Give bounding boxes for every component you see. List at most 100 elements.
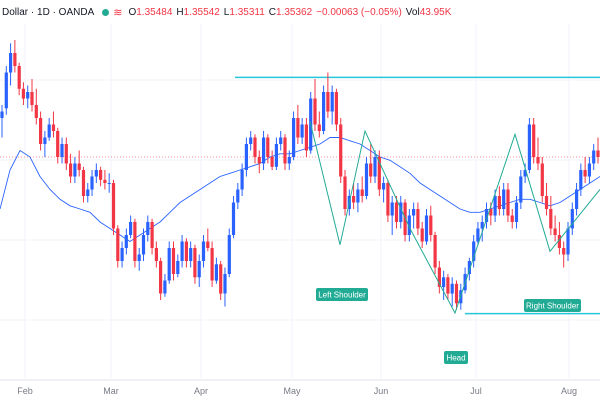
head-and-shoulders-pattern-line — [309, 121, 600, 315]
candle — [21, 82, 25, 105]
candle-body — [334, 92, 338, 125]
candle-body — [416, 209, 420, 229]
x-tick-mar: Mar — [103, 386, 119, 396]
candle-body — [562, 248, 566, 255]
candle-body — [437, 267, 441, 287]
market-open-dot-icon — [102, 8, 110, 16]
candle — [317, 111, 321, 138]
candle-body — [176, 261, 180, 274]
open-label: O — [128, 6, 137, 18]
close-label: C — [268, 6, 276, 18]
candle-body — [184, 241, 188, 261]
candle-body — [167, 248, 171, 281]
candle-body — [231, 202, 236, 235]
candle-body — [219, 264, 223, 294]
candle — [437, 261, 441, 294]
candle — [47, 118, 51, 141]
candle — [201, 235, 206, 268]
high-value: 1.35542 — [183, 6, 220, 18]
candle-body — [446, 277, 450, 294]
candle-body — [536, 157, 540, 164]
candle — [429, 205, 433, 242]
candle — [214, 257, 218, 284]
candle — [197, 254, 201, 287]
candle — [219, 261, 223, 300]
candle — [120, 241, 124, 268]
candle-body — [133, 222, 137, 261]
candle — [360, 176, 364, 203]
candle-body — [300, 124, 304, 138]
candle — [43, 131, 47, 157]
candle-body — [557, 235, 561, 248]
candle-body — [489, 209, 493, 216]
candle — [51, 111, 56, 138]
candle-body — [424, 215, 429, 242]
candle-body — [596, 150, 600, 157]
candle-body — [433, 235, 437, 268]
candle-body — [472, 241, 476, 261]
candle-body — [51, 124, 56, 131]
candle-body — [0, 111, 4, 118]
candle-body — [566, 228, 570, 255]
candle — [356, 183, 360, 213]
candle — [596, 137, 600, 164]
candle — [506, 183, 510, 222]
candle — [322, 85, 326, 135]
candle-body — [171, 248, 176, 274]
candle — [159, 257, 163, 300]
candle — [146, 215, 150, 242]
candle-body — [90, 176, 94, 190]
candle-body — [47, 124, 51, 138]
annotations: Left Shoulder Head Right Shoulder — [316, 288, 581, 364]
wave-icon: ≋ — [113, 6, 123, 19]
candle-body — [30, 92, 34, 105]
candle-body — [69, 163, 73, 177]
candle — [562, 241, 566, 268]
candle — [446, 274, 450, 300]
candle-body — [103, 179, 107, 183]
candle-body — [39, 118, 43, 144]
candle-body — [339, 124, 343, 177]
candle — [497, 186, 501, 216]
candle — [583, 157, 587, 183]
candle — [296, 105, 300, 144]
candle-body — [450, 283, 454, 294]
candle-body — [429, 215, 433, 235]
candle — [171, 241, 176, 281]
candle — [304, 118, 308, 157]
candle — [94, 163, 98, 183]
candle-body — [519, 176, 523, 203]
candle — [26, 85, 30, 109]
candle-body — [330, 92, 334, 112]
candle-body — [257, 157, 261, 164]
x-tick-apr: Apr — [194, 386, 208, 396]
candle-body — [180, 241, 184, 261]
candle — [330, 85, 334, 125]
candle-body — [124, 235, 128, 248]
candle-body — [484, 209, 489, 222]
candle — [394, 196, 399, 229]
grid — [0, 24, 600, 378]
candle — [472, 235, 476, 268]
x-tick-may: May — [283, 386, 301, 396]
candle — [514, 196, 519, 229]
candle — [442, 270, 446, 300]
candle-body — [223, 274, 227, 294]
symbol-title[interactable]: Dollar · 1D · OANDA — [2, 6, 95, 18]
candle — [527, 118, 531, 174]
candle — [111, 179, 116, 235]
candle-body — [197, 261, 201, 278]
candle — [326, 72, 330, 118]
candle — [386, 179, 390, 222]
candle — [39, 111, 43, 151]
candle — [510, 209, 514, 229]
candle-body — [77, 163, 81, 170]
candle — [502, 183, 506, 216]
candle — [382, 176, 386, 203]
candle — [163, 274, 167, 297]
candle-body — [193, 248, 197, 278]
candle — [480, 215, 484, 242]
candle-body — [262, 137, 266, 164]
candle — [90, 170, 94, 196]
